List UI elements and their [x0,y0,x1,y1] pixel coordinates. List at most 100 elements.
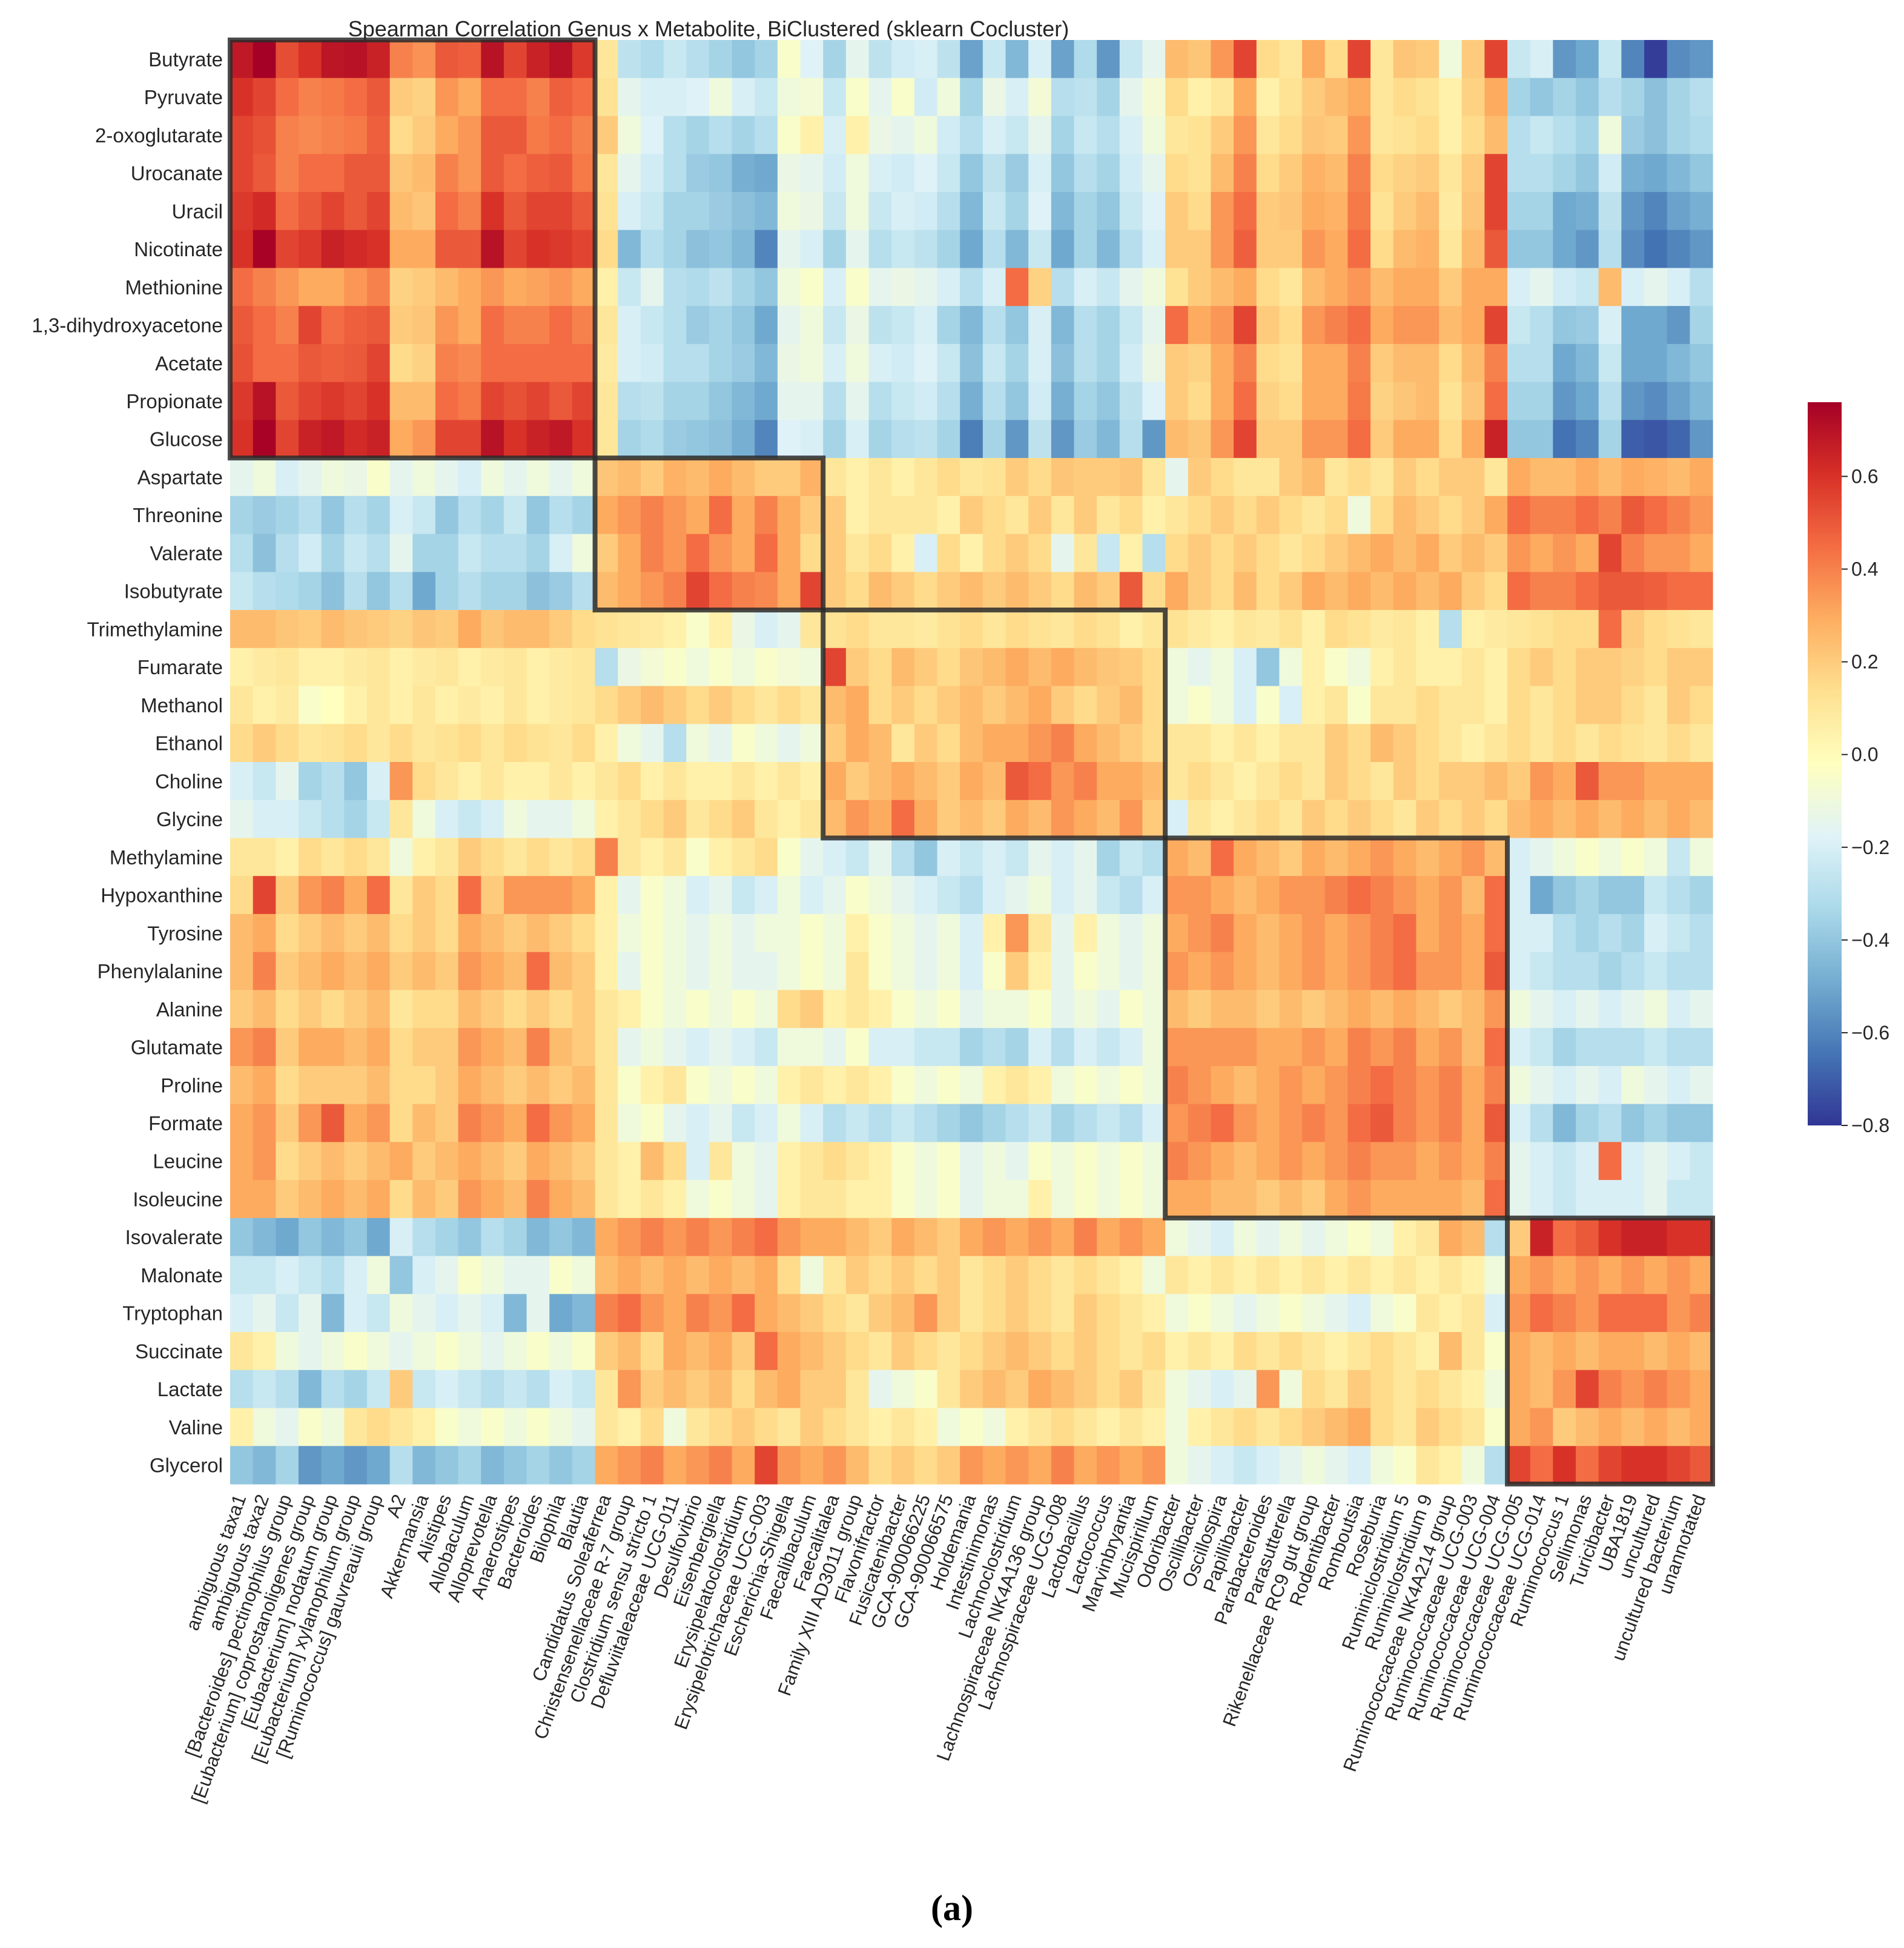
heatmap-cell [572,876,596,915]
heatmap-cell [1234,78,1257,117]
heatmap-cell [344,191,368,231]
heatmap-cell [1370,1104,1394,1142]
heatmap-cell [458,1370,481,1409]
heatmap-cell [1256,1180,1280,1219]
heatmap-cell [276,495,299,535]
heatmap-cell [1347,230,1371,269]
heatmap-cell [526,1180,550,1219]
heatmap-cell [640,495,664,535]
heatmap-cell [1119,1028,1143,1067]
heatmap-cell [1598,534,1622,572]
heatmap-cell [823,1028,847,1067]
heatmap-cell [1667,1256,1690,1294]
heatmap-cell [1576,40,1599,79]
heatmap-cell [1302,1446,1326,1485]
heatmap-cell [276,1294,299,1333]
heatmap-cell [937,1104,960,1142]
heatmap-cell [1028,876,1052,915]
heatmap-cell [755,1446,778,1485]
heatmap-cell [1690,495,1713,535]
row-label: Aspartate [137,466,223,488]
heatmap-cell [366,1180,391,1219]
heatmap-cell [1119,838,1143,876]
heatmap-cell [1142,686,1166,724]
heatmap-cell [1279,268,1303,306]
heatmap-cell [891,1256,915,1294]
heatmap-cell [526,191,550,231]
heatmap-cell [937,1256,960,1294]
heatmap-cell [1439,838,1463,876]
heatmap-cell [709,1370,733,1409]
heatmap-cell [389,306,413,345]
heatmap-cell [777,191,801,231]
heatmap-cell [732,762,755,801]
heatmap-cell [1051,420,1075,459]
heatmap-cell [435,420,459,459]
heatmap-cell [1074,990,1097,1029]
heatmap-cell [321,762,345,801]
heatmap-cell [1484,1142,1508,1181]
heatmap-cell [1097,116,1120,154]
heatmap-cell [1690,420,1713,459]
heatmap-cell [1074,1028,1097,1067]
heatmap-cell [1598,1256,1622,1294]
heatmap-cell [1370,572,1394,611]
heatmap-cell [549,952,573,991]
heatmap-cell [1393,1180,1416,1219]
heatmap-cell [732,154,755,193]
row-label: Glycerol [150,1454,223,1477]
heatmap-cell [321,1028,345,1067]
heatmap-cell [1461,1065,1485,1105]
heatmap-cell [732,1142,755,1181]
heatmap-cell [982,724,1007,763]
heatmap-cell [732,495,755,535]
heatmap-cell [868,913,892,953]
heatmap-cell [755,1256,778,1294]
heatmap-cell [572,78,596,117]
heatmap-cell [640,116,664,154]
heatmap-cell [1142,1370,1166,1409]
heatmap-cell [663,610,687,649]
heatmap-cell [412,572,436,611]
heatmap-cell [549,1294,573,1333]
heatmap-cell [663,382,687,420]
heatmap-cell [1644,952,1668,991]
heatmap-cell [1690,78,1713,117]
heatmap-cell [389,154,413,193]
heatmap-cell [777,382,801,420]
heatmap-cell [868,116,892,154]
heatmap-cell [1690,990,1713,1029]
heatmap-cell [253,686,276,724]
heatmap-cell [1530,458,1553,497]
heatmap-cell [732,1256,755,1294]
heatmap-cell [640,1142,664,1181]
heatmap-cell [1416,268,1440,306]
heatmap-cell [777,762,801,801]
heatmap-cell [1553,610,1576,649]
heatmap-cell [1667,343,1690,383]
heatmap-cell [663,724,687,763]
heatmap-cell [1644,572,1668,611]
heatmap-cell [1598,1370,1622,1409]
heatmap-cell [777,648,801,687]
heatmap-cell [777,913,801,953]
heatmap-cell [366,876,391,915]
heatmap-cell [982,838,1007,876]
heatmap-cell [503,116,527,154]
heatmap-cell [1598,382,1622,420]
heatmap-cell [1302,610,1326,649]
heatmap-cell [709,1180,733,1219]
heatmap-cell [800,1028,824,1067]
heatmap-cell [823,990,847,1029]
heatmap-cell [800,572,824,611]
heatmap-cell [276,762,299,801]
heatmap-cell [1507,876,1531,915]
heatmap-cell [1439,1142,1463,1181]
row-label: Butyrate [148,48,223,70]
heatmap-cell [800,1142,824,1181]
heatmap-cell [686,913,710,953]
heatmap-cell [1690,154,1713,193]
heatmap-cell [1484,876,1508,915]
heatmap-cell [1484,458,1508,497]
